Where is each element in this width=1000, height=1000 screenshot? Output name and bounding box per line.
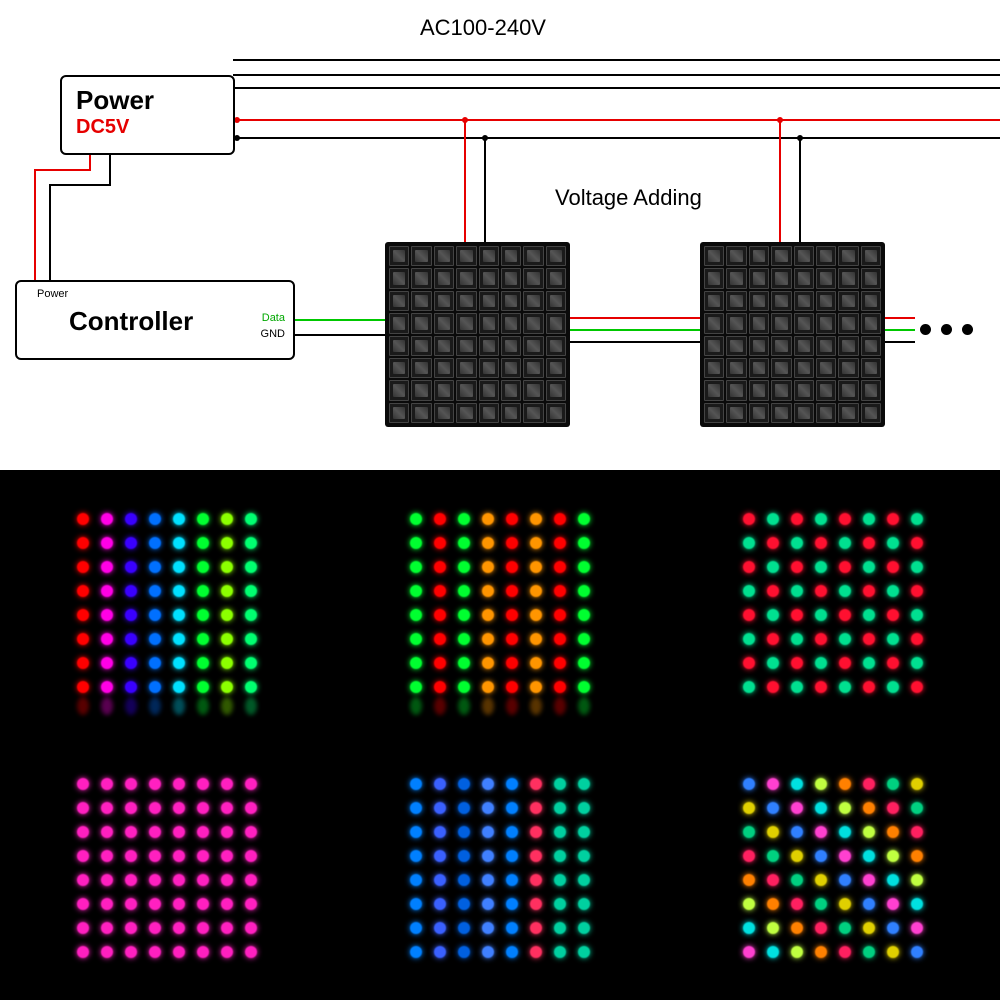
gallery-pattern-3 <box>667 470 1000 735</box>
controller-power-pin: Power <box>37 288 68 300</box>
voltage-adding-label: Voltage Adding <box>555 185 702 211</box>
power-voltage-label: DC5V <box>76 116 219 139</box>
gallery-pattern-6 <box>667 735 1000 1000</box>
controller-box: Power Controller Data GND <box>15 280 295 360</box>
controller-label: Controller <box>69 306 279 337</box>
power-supply-box: Power DC5V <box>60 75 235 155</box>
gallery-pattern-4 <box>0 735 333 1000</box>
power-label: Power <box>76 85 219 116</box>
ac-input-label: AC100-240V <box>420 15 546 41</box>
led-pattern-gallery <box>0 470 1000 1000</box>
continuation-dots <box>920 324 973 335</box>
controller-gnd-pin: GND <box>261 328 285 340</box>
wiring-diagram: AC100-240V Voltage Adding <box>0 0 1000 460</box>
gallery-pattern-1 <box>0 470 333 735</box>
gallery-pattern-5 <box>333 735 666 1000</box>
led-matrix-panel-1 <box>385 242 570 427</box>
gallery-pattern-2 <box>333 470 666 735</box>
led-matrix-panel-2 <box>700 242 885 427</box>
controller-data-pin: Data <box>262 312 285 324</box>
